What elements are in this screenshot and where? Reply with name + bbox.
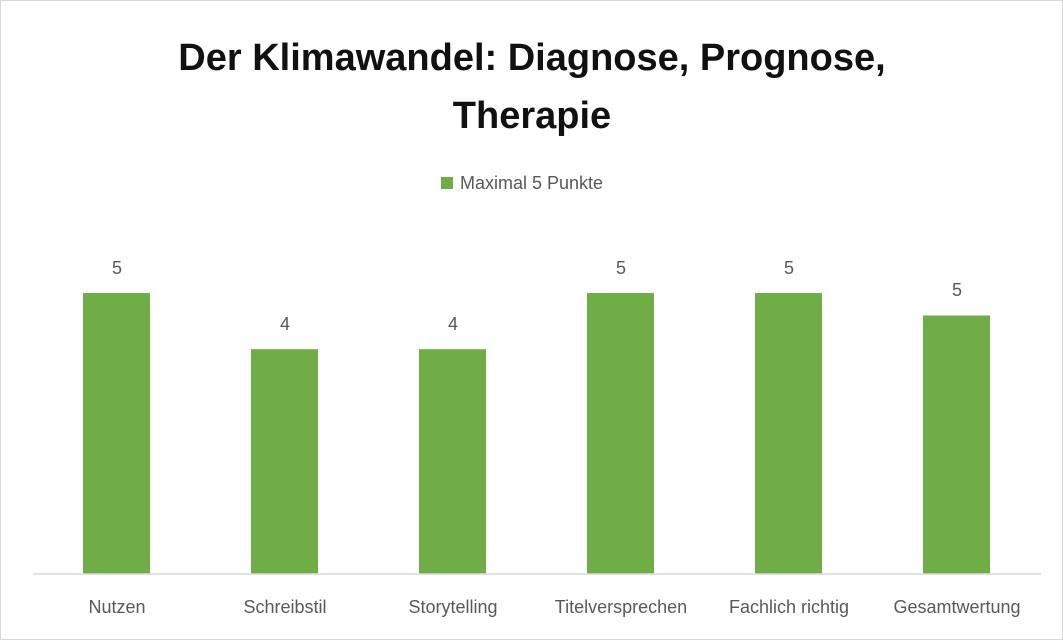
x-tick-label: Storytelling <box>408 597 497 617</box>
bar <box>251 349 318 574</box>
data-label: 5 <box>952 280 962 300</box>
bar <box>83 293 150 574</box>
x-tick-label: Titelversprechen <box>555 597 687 617</box>
chart-title: Der Klimawandel: Diagnose, Prognose, The… <box>178 37 886 137</box>
data-label: 5 <box>616 258 626 278</box>
data-label: 4 <box>448 314 458 334</box>
data-label: 4 <box>280 314 290 334</box>
legend-label: Maximal 5 Punkte <box>460 173 603 193</box>
bar <box>923 315 990 574</box>
x-tick-label: Schreibstil <box>243 597 326 617</box>
data-label: 5 <box>112 258 122 278</box>
x-tick-label: Nutzen <box>88 597 145 617</box>
x-tick-label: Gesamtwertung <box>893 597 1020 617</box>
bar <box>419 349 486 574</box>
data-label: 5 <box>784 258 794 278</box>
legend-swatch <box>441 177 453 189</box>
x-tick-label: Fachlich richtig <box>729 597 849 617</box>
bar <box>587 293 654 574</box>
bar <box>755 293 822 574</box>
